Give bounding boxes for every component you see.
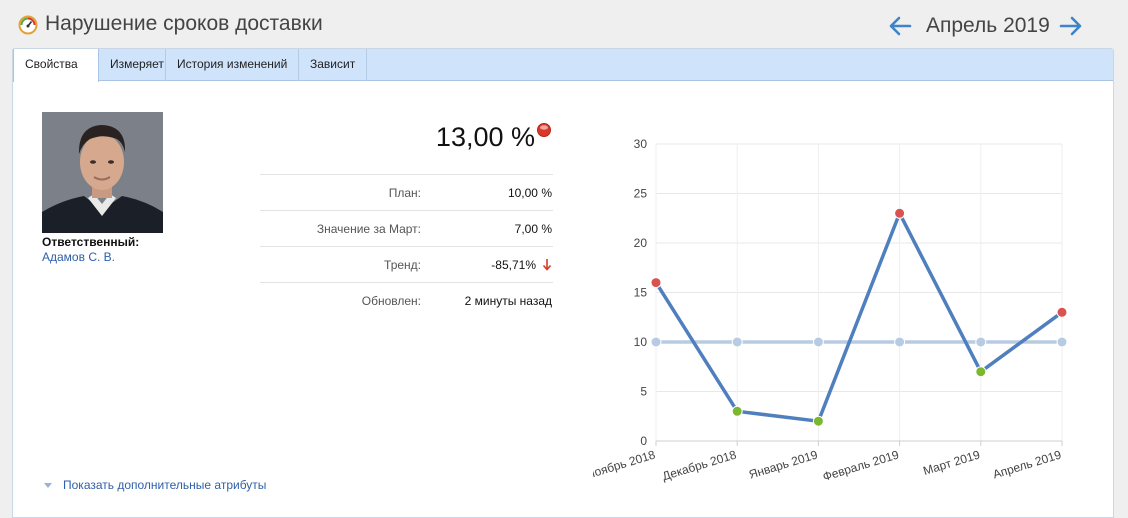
- attribute-value: 10,00 %: [507, 186, 552, 200]
- x-tick-label: Апрель 2019: [991, 447, 1063, 481]
- responsible-label: Ответственный:: [42, 235, 140, 249]
- y-tick-label: 30: [634, 137, 648, 151]
- speedometer-icon: [18, 15, 38, 35]
- data-point-actual: [894, 207, 906, 219]
- tab-measures[interactable]: Измеряет: [99, 49, 166, 81]
- tab-bar: Свойства Измеряет История изменений Зави…: [13, 49, 1113, 82]
- y-tick-label: 15: [634, 286, 648, 300]
- attribute-label: Тренд:: [384, 258, 421, 272]
- attribute-label: План:: [388, 186, 421, 200]
- series-line-actual: [654, 211, 1064, 423]
- data-point-actual: [1056, 306, 1068, 318]
- page-title: Нарушение сроков доставки: [45, 12, 323, 35]
- attribute-label: Обновлен:: [361, 294, 421, 308]
- tab-depends[interactable]: Зависит: [299, 49, 367, 81]
- avatar: [42, 112, 163, 233]
- responsible-name-link[interactable]: Адамов С. В.: [42, 250, 115, 264]
- arrow-down-icon: [542, 258, 552, 272]
- properties-panel: Свойства Измеряет История изменений Зави…: [12, 48, 1114, 518]
- next-period-arrow-icon[interactable]: [1058, 14, 1084, 38]
- data-point-plan: [650, 336, 662, 348]
- attribute-row-updated: Обновлен: 2 минуты назад: [260, 282, 553, 319]
- header: Нарушение сроков доставки Апрель 2019: [0, 0, 1128, 48]
- x-tick-label: Декабрь 2018: [661, 447, 739, 483]
- data-point-plan: [1056, 336, 1068, 348]
- attribute-value: 2 минуты назад: [464, 294, 552, 308]
- data-point-actual: [812, 415, 824, 427]
- y-tick-label: 5: [640, 385, 647, 399]
- attribute-row-trend: Тренд: -85,71%: [260, 246, 553, 283]
- trend-value: -85,71%: [491, 258, 536, 272]
- attribute-row-plan: План: 10,00 %: [260, 174, 553, 211]
- attribute-value: -85,71%: [491, 258, 552, 272]
- y-tick-label: 0: [640, 434, 647, 448]
- period-label: Апрель 2019: [926, 14, 1050, 37]
- status-indicator-icon: [537, 123, 551, 137]
- current-value: 13,00 %: [435, 122, 535, 152]
- show-more-label: Показать дополнительные атрибуты: [63, 478, 267, 492]
- data-point-plan: [812, 336, 824, 348]
- data-point-plan: [975, 336, 987, 348]
- attribute-label: Значение за Март:: [316, 222, 421, 236]
- x-tick-label: Март 2019: [921, 447, 982, 478]
- x-tick-label: Февраль 2019: [821, 447, 901, 484]
- tab-properties[interactable]: Свойства: [13, 49, 99, 82]
- data-point-actual: [650, 277, 662, 289]
- trend-chart: 0 5 10 15 20 25 30 Ноябрь 2018 Декабрь 2018 Январ…: [593, 137, 1068, 484]
- data-point-actual: [975, 366, 987, 378]
- x-tick-label: Январь 2019: [747, 447, 819, 481]
- attribute-row-previous: Значение за Март: 7,00 %: [260, 210, 553, 247]
- tab-history[interactable]: История изменений: [166, 49, 299, 81]
- y-tick-label: 25: [634, 187, 648, 201]
- data-point-plan: [894, 336, 906, 348]
- data-point-plan: [731, 336, 743, 348]
- previous-period-arrow-icon[interactable]: [887, 14, 913, 38]
- attribute-value: 7,00 %: [514, 222, 552, 236]
- show-more-attributes-link[interactable]: Показать дополнительные атрибуты: [44, 478, 266, 492]
- caret-down-icon: [44, 483, 52, 489]
- x-tick-label: Ноябрь 2018: [593, 447, 657, 481]
- y-tick-label: 10: [634, 335, 648, 349]
- y-tick-label: 20: [634, 236, 648, 250]
- data-point-actual: [731, 405, 743, 417]
